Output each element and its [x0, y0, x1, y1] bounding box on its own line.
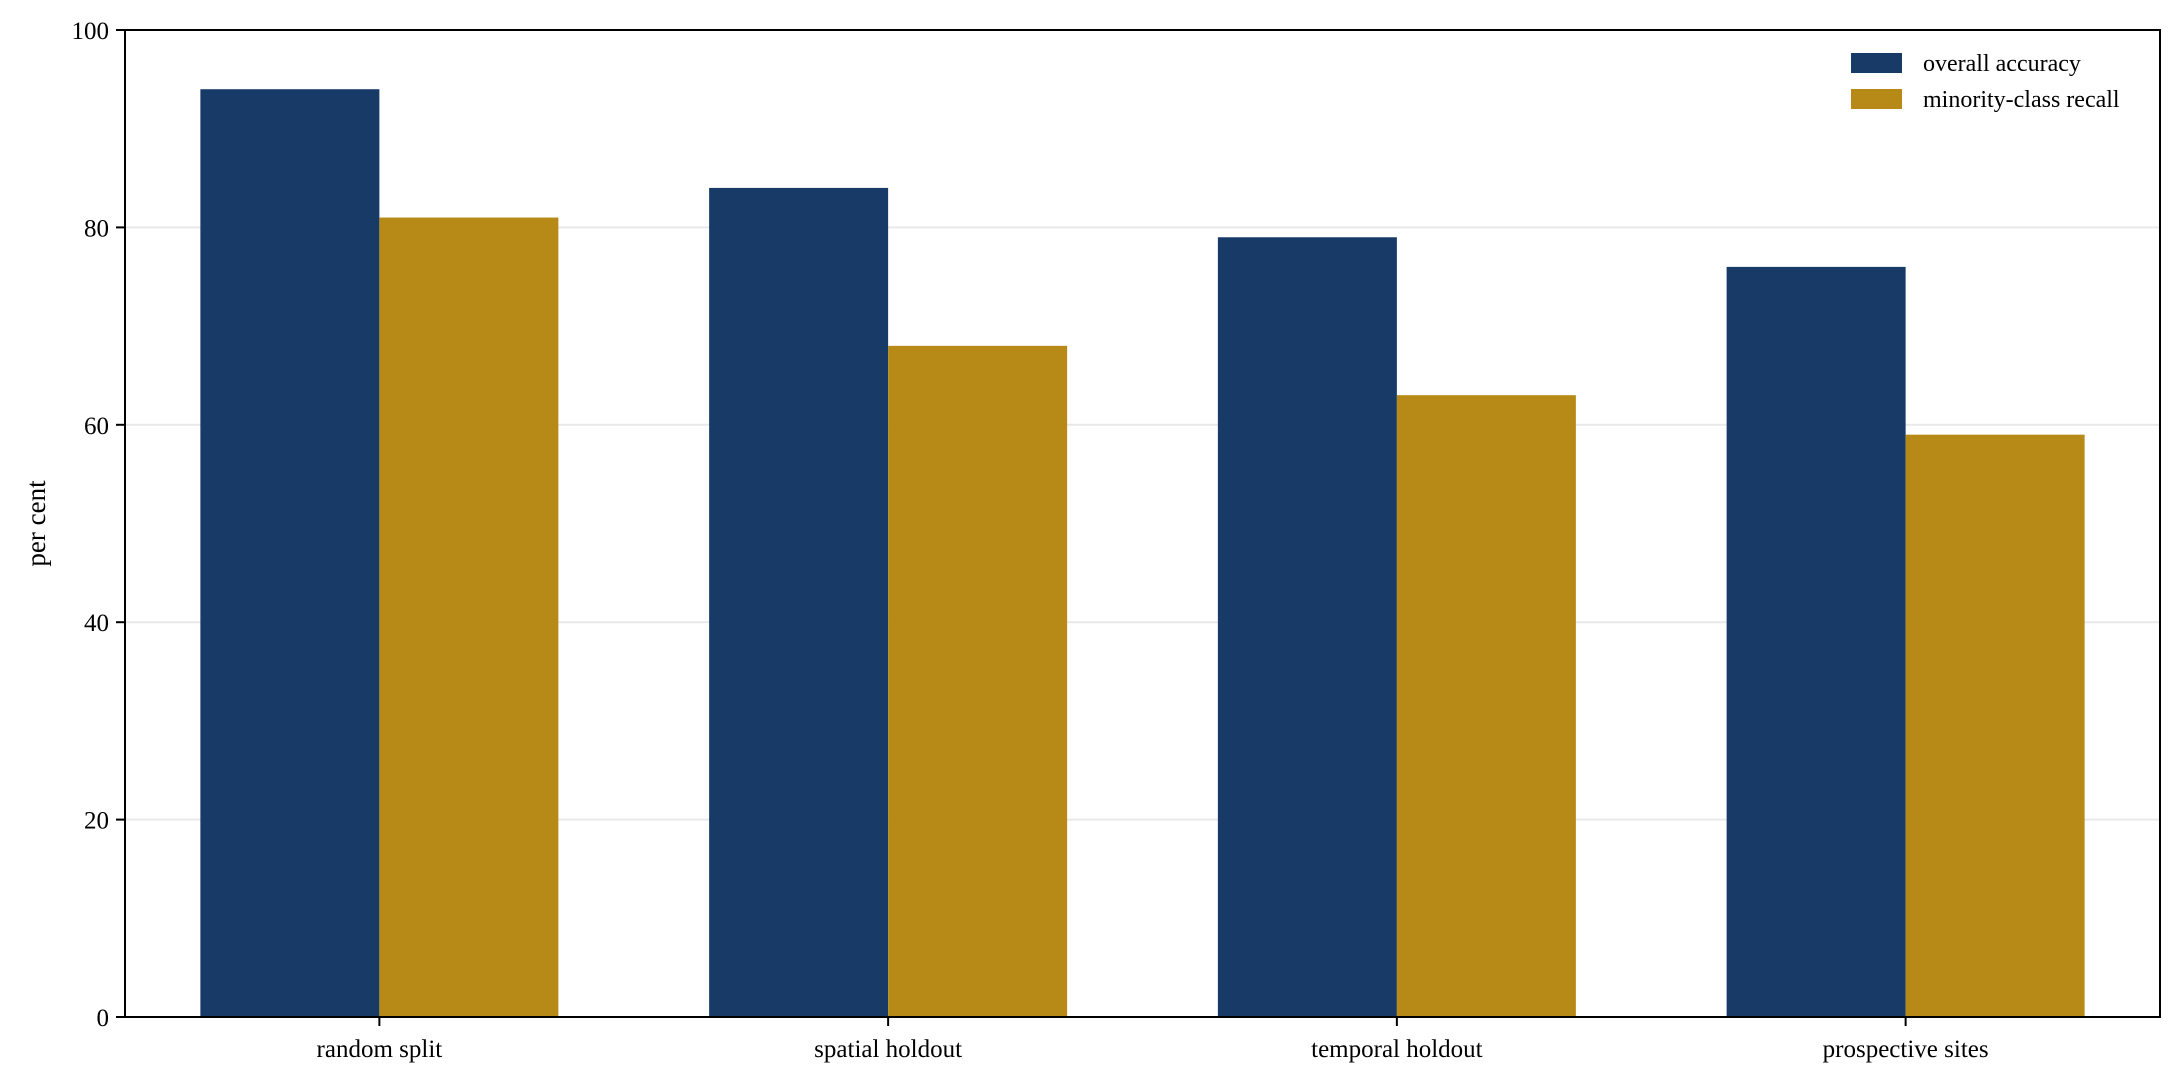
- y-tick-label: 40: [84, 610, 109, 637]
- legend-label: overall accuracy: [1923, 51, 2081, 77]
- y-tick-label: 60: [84, 413, 109, 440]
- legend-swatch: [1851, 89, 1902, 109]
- legend-label: minority-class recall: [1923, 87, 2120, 113]
- bar-minority-class-recall-spatial-holdout: [888, 345, 1068, 1018]
- bars: [200, 89, 2085, 1018]
- legend: overall accuracy minority-class recall: [1851, 51, 2120, 113]
- bar-minority-class-recall-temporal-holdout: [1396, 395, 1576, 1017]
- x-tick-label: spatial holdout: [814, 1036, 962, 1063]
- bar-overall-accuracy-temporal-holdout: [1217, 237, 1397, 1017]
- bar-overall-accuracy-spatial-holdout: [709, 187, 889, 1018]
- x-tick-label: prospective sites: [1823, 1036, 1989, 1063]
- x-axis: random split spatial holdout temporal hold…: [317, 1017, 1989, 1063]
- y-tick-label: 20: [84, 808, 109, 835]
- x-tick-label: temporal holdout: [1311, 1036, 1483, 1063]
- bar-overall-accuracy-random-split: [200, 89, 380, 1018]
- y-tick-label: 80: [84, 215, 109, 242]
- bar-minority-class-recall-random-split: [379, 217, 559, 1017]
- x-tick-label: random split: [317, 1036, 443, 1063]
- legend-swatch: [1851, 53, 1902, 73]
- y-axis: 0 20 40 60 80 100: [72, 18, 125, 1032]
- y-tick-label: 100: [72, 18, 110, 45]
- y-tick-label: 0: [97, 1005, 110, 1032]
- bar-minority-class-recall-prospective-sites: [1905, 434, 2085, 1017]
- bar-overall-accuracy-prospective-sites: [1726, 266, 1906, 1017]
- y-axis-title: per cent: [21, 480, 51, 567]
- plot-frame: [124, 29, 2161, 1018]
